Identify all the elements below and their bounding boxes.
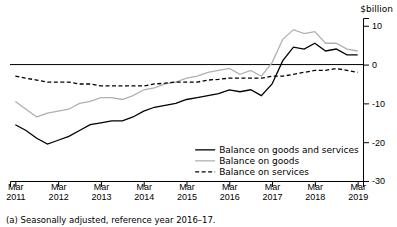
x-tick-label: Mar2012	[49, 182, 69, 202]
x-axis: Mar2011 Mar2012 Mar2013 Mar2014 Mar2015 Mar20…	[6, 181, 368, 202]
x-tick-label: Mar2011	[6, 182, 25, 202]
legend: Balance on goods and servicesBalance on …	[195, 145, 359, 177]
y-axis: -30 -20 -10 0 10	[363, 19, 385, 187]
y-tick: -20	[363, 138, 385, 148]
zero-line	[10, 64, 363, 65]
y-tick-mark	[363, 65, 369, 66]
legend-swatch	[195, 149, 215, 150]
y-tick: 0	[363, 60, 377, 70]
y-tick-label: -30	[372, 176, 385, 186]
x-tick-label: Mar2016	[220, 182, 240, 202]
legend-swatch	[195, 171, 215, 172]
legend-item: Balance on goods	[195, 156, 299, 166]
y-axis-line	[364, 19, 370, 182]
series-line	[15, 30, 357, 117]
y-tick-label: -10	[372, 99, 385, 109]
legend-label: Balance on goods and services	[219, 145, 359, 155]
legend-item: Balance on goods and services	[195, 145, 359, 155]
series-line	[15, 68, 357, 85]
y-tick-mark	[363, 142, 369, 143]
x-tick-label: Mar2018	[305, 182, 325, 202]
y-tick: 10	[363, 21, 382, 31]
x-tick: Mar2012	[49, 181, 69, 202]
y-tick-label: 0	[372, 60, 377, 70]
legend-item: Balance on services	[195, 167, 309, 177]
y-tick: -10	[363, 99, 385, 109]
x-tick: Mar2011	[6, 181, 25, 202]
x-tick: Mar2015	[177, 181, 197, 202]
y-tick-label: 10	[372, 21, 382, 31]
x-tick: Mar2017	[263, 181, 283, 202]
y-tick-mark	[363, 26, 369, 27]
x-tick: Mar2019	[348, 181, 368, 202]
y-tick: -30	[363, 176, 385, 186]
footnote: (a) Seasonally adjusted, reference year …	[6, 215, 216, 225]
legend-label: Balance on services	[219, 167, 309, 177]
x-tick-label: Mar2014	[134, 182, 154, 202]
x-tick-label: Mar2019	[348, 182, 368, 202]
x-tick: Mar2016	[220, 181, 240, 202]
chart: Mar2011 Mar2012 Mar2013 Mar2014 Mar2015 Mar20…	[0, 0, 397, 227]
legend-swatch	[195, 160, 215, 161]
series-line	[15, 43, 357, 144]
y-axis-label: $billion	[360, 4, 393, 14]
lines	[10, 30, 363, 144]
legend-label: Balance on goods	[219, 156, 299, 166]
x-tick-label: Mar2017	[263, 182, 283, 202]
x-tick-label: Mar2013	[91, 182, 111, 202]
plot: Mar2011 Mar2012 Mar2013 Mar2014 Mar2015 Mar20…	[6, 19, 385, 202]
x-tick: Mar2014	[134, 181, 154, 202]
y-tick-mark	[363, 181, 369, 182]
x-tick-label: Mar2015	[177, 182, 197, 202]
y-tick-mark	[363, 103, 369, 104]
x-tick: Mar2013	[91, 181, 111, 202]
x-tick: Mar2018	[305, 181, 325, 202]
y-tick-label: -20	[372, 138, 385, 148]
